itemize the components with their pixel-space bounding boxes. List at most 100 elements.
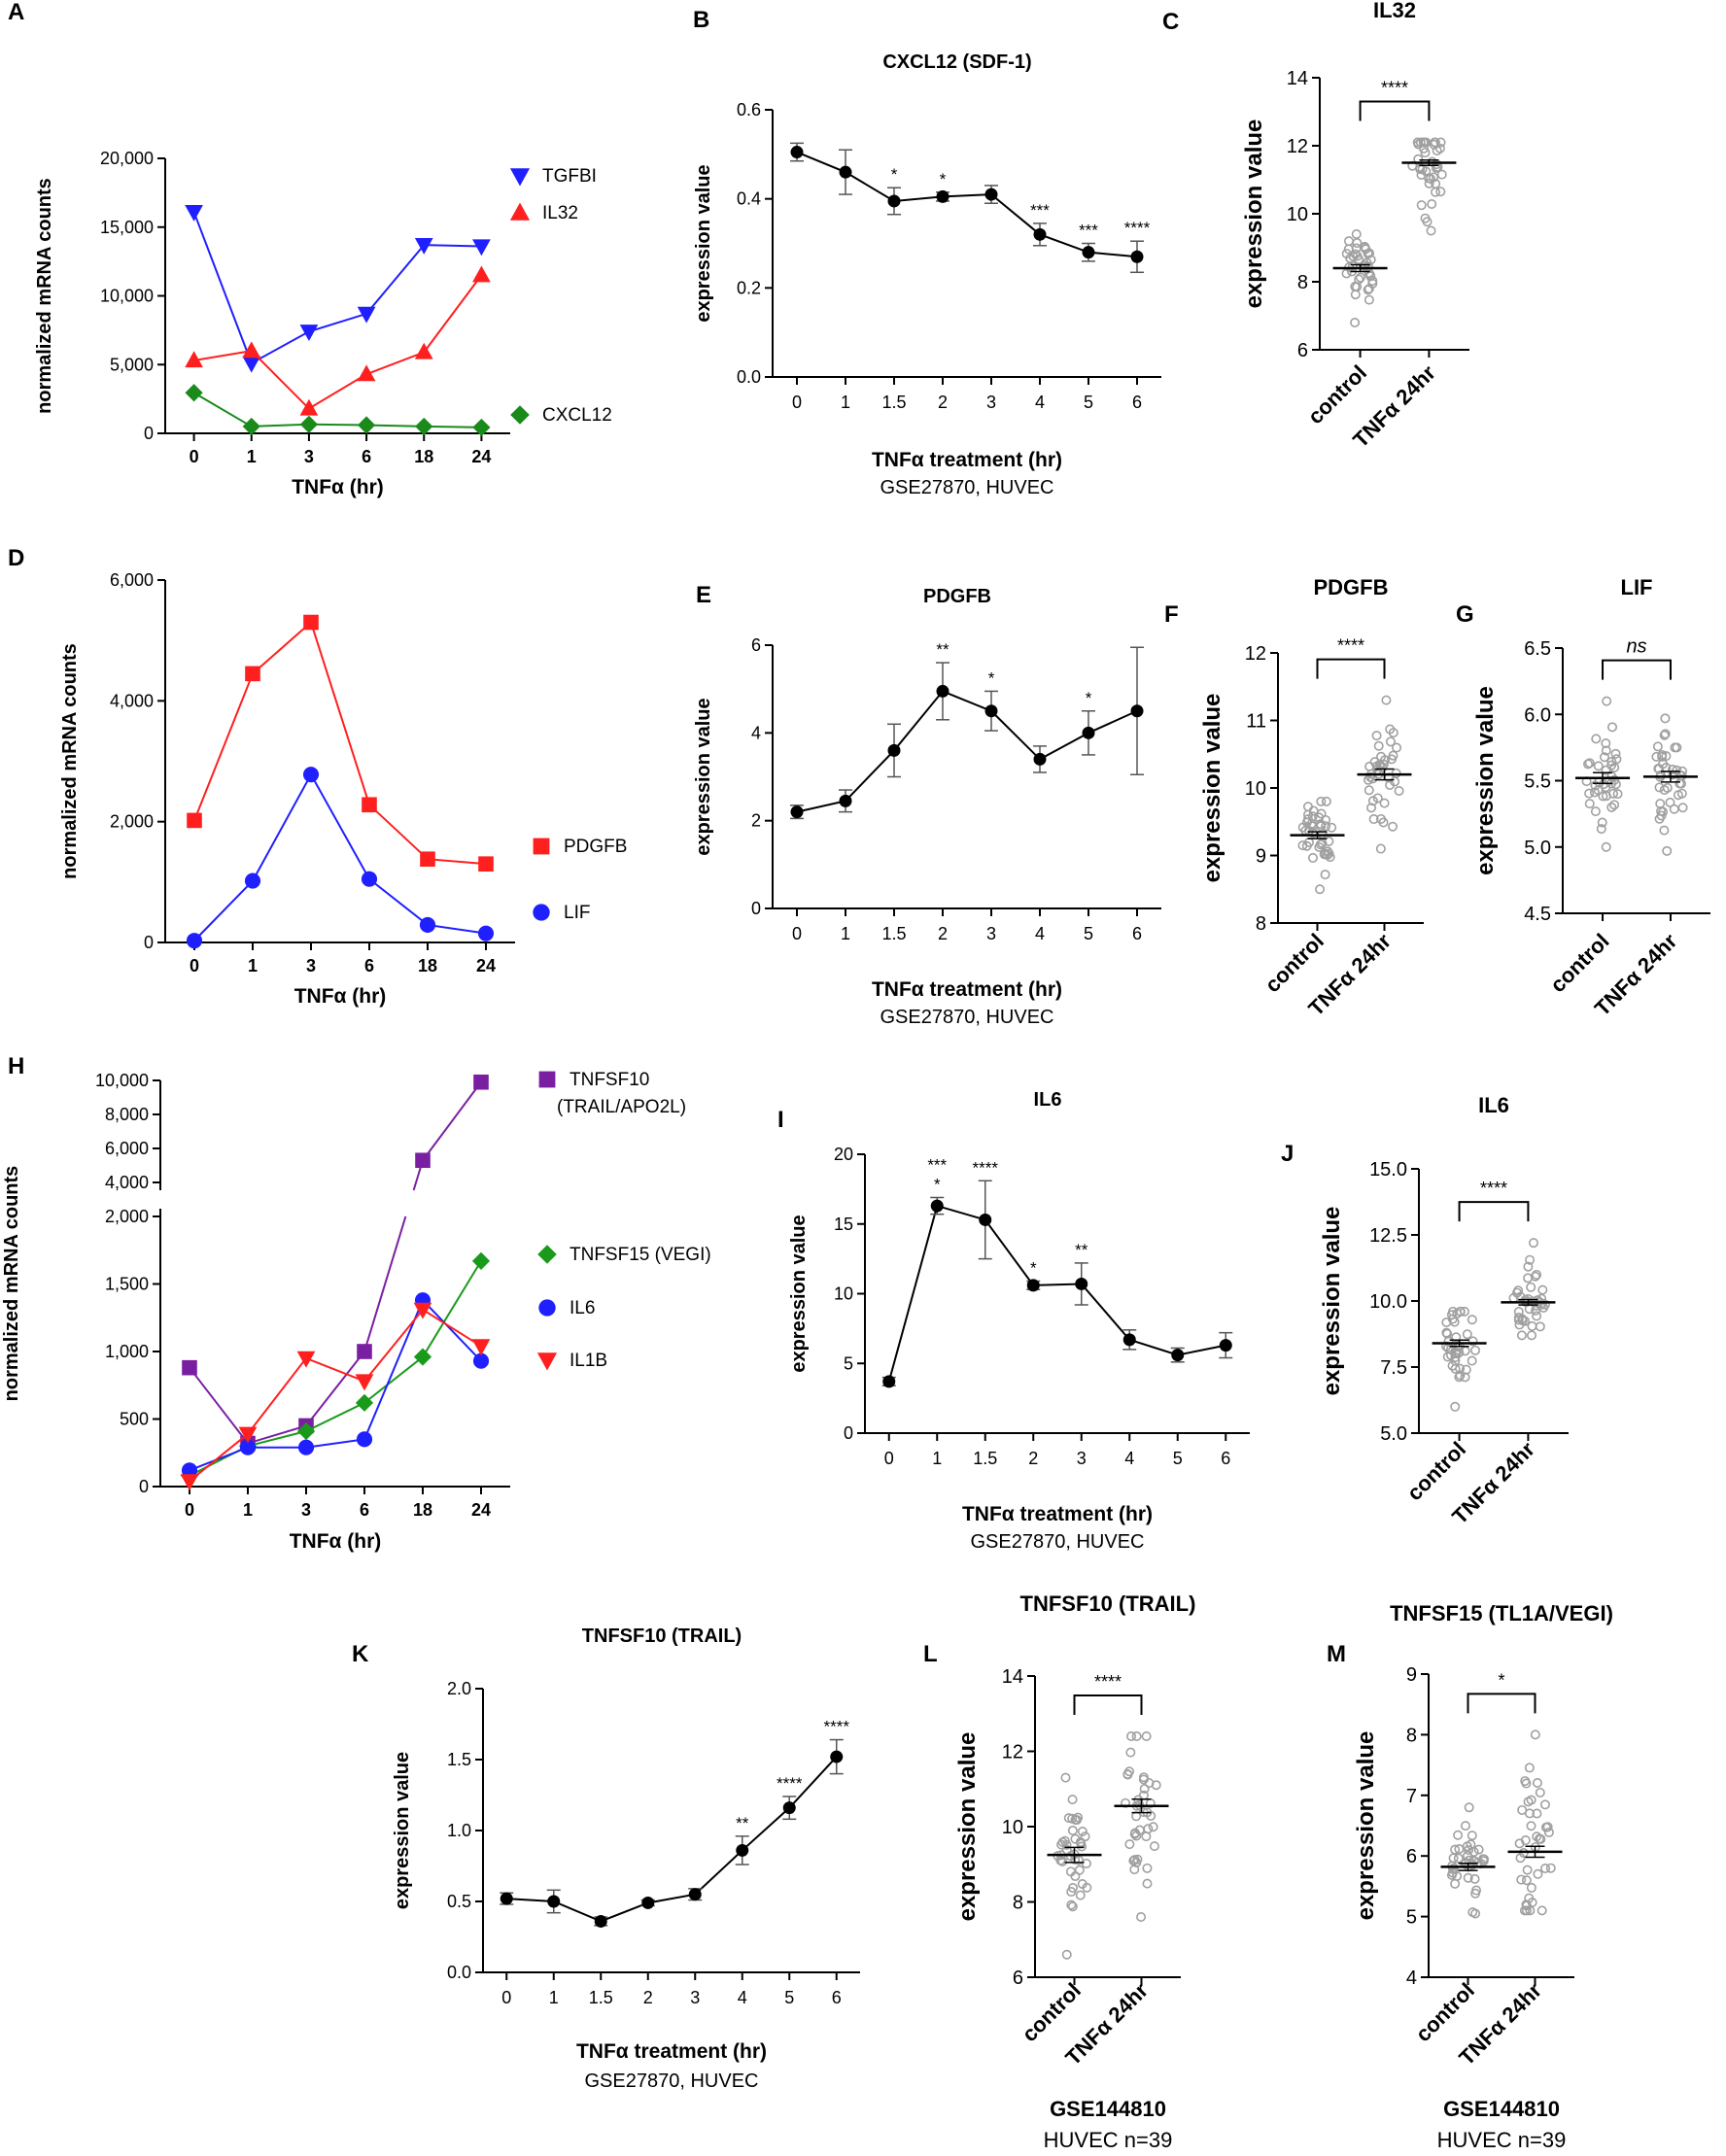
data-point [472, 1352, 490, 1369]
data-point [1327, 822, 1337, 833]
data-point [180, 1474, 199, 1491]
y-tick-label: 10 [1245, 778, 1266, 800]
data-point [1321, 821, 1331, 832]
data-point [1660, 729, 1671, 739]
data-point [1075, 1277, 1088, 1290]
x-tick-label: 6 [1132, 393, 1142, 412]
y-tick-label: 7 [1406, 1786, 1417, 1807]
data-point [1467, 1355, 1477, 1366]
series-line [422, 1081, 482, 1161]
data-point [1381, 695, 1392, 705]
data-point [1067, 1795, 1078, 1805]
significance-mark: ** [736, 1814, 749, 1832]
x-tick-label: 6 [1221, 1449, 1230, 1468]
legend-marker [536, 1352, 558, 1371]
data-point [1364, 294, 1374, 305]
significance-bracket [1467, 1693, 1536, 1714]
data-point [782, 1801, 796, 1815]
data-point [1391, 768, 1401, 778]
significance-mark: ** [936, 640, 949, 659]
data-point [1659, 785, 1670, 796]
y-tick-label: 1.5 [447, 1750, 471, 1769]
data-point [1363, 249, 1373, 259]
data-point [1124, 1839, 1135, 1850]
data-point [1307, 821, 1318, 832]
panel-d: D 0 2,000 4,000 6,000 0 1 3 6 18 24 PDGFB LIF normali… [8, 545, 627, 1008]
chart-title: TNFSF10 (TRAIL) [1020, 1591, 1196, 1616]
y-tick-label: 4 [1406, 1968, 1417, 1989]
data-point [1121, 1797, 1131, 1808]
data-point [1536, 1833, 1546, 1844]
data-point [1082, 246, 1095, 259]
data-point [420, 851, 435, 868]
data-point [1130, 250, 1144, 263]
y-tick-label: 4,000 [110, 691, 154, 710]
data-point [1435, 187, 1446, 197]
y-tick-label: 0 [844, 1423, 853, 1443]
data-point [1527, 1898, 1537, 1908]
series-line [506, 1756, 838, 1923]
legend-label-line2: (TRAIL/APO2L) [557, 1097, 686, 1117]
data-point [1516, 1330, 1527, 1341]
x-tick-label: 5 [1173, 1449, 1183, 1468]
data-point [1141, 1731, 1152, 1742]
data-point [1302, 802, 1313, 812]
data-point [1372, 793, 1383, 804]
data-point [1426, 174, 1436, 185]
significance-bracket [1458, 1201, 1530, 1222]
significance-mark: * [1498, 1670, 1504, 1690]
x-tick-label: control [1411, 1978, 1479, 2046]
series-line-pdgfb [193, 620, 487, 866]
data-point [1148, 1822, 1158, 1832]
data-point [361, 871, 378, 887]
data-point [1535, 1321, 1545, 1332]
data-point [1545, 1863, 1556, 1873]
significance-mark: *** [927, 1155, 947, 1174]
y-tick-label: 6.5 [1524, 638, 1551, 660]
data-point [1607, 722, 1618, 733]
chart-title: CXCL12 (SDF-1) [882, 51, 1031, 73]
series-line [363, 1215, 407, 1352]
data-point [1610, 779, 1621, 790]
data-point [1371, 761, 1382, 771]
significance-mark: **** [777, 1774, 803, 1793]
x-tick-label: 1 [243, 1500, 253, 1520]
chart-title: TNFSF10 (TRAIL) [582, 1626, 742, 1647]
data-point [1320, 870, 1330, 880]
data-point [1601, 745, 1611, 756]
data-point [415, 417, 433, 436]
data-point [547, 1895, 561, 1908]
y-tick-label: 15.0 [1369, 1159, 1407, 1181]
panel-label: G [1456, 601, 1474, 628]
y-tick-label: 0.6 [737, 100, 761, 120]
data-point [1543, 1827, 1554, 1837]
y-tick-label: 0.2 [737, 278, 761, 297]
data-point [1584, 788, 1595, 799]
data-point [1368, 814, 1379, 825]
series-line [189, 1308, 482, 1483]
x-tick-label: 24 [471, 1500, 491, 1520]
series-line [189, 1351, 365, 1445]
data-point [1542, 1822, 1553, 1832]
data-point [1598, 791, 1608, 802]
data-point [1126, 1731, 1137, 1742]
panel-label: I [777, 1107, 784, 1133]
data-point [1033, 227, 1047, 241]
significance-mark: **** [1480, 1179, 1507, 1198]
data-point [1533, 1868, 1543, 1879]
data-point [472, 265, 491, 283]
y-tick-label: 6.0 [1524, 704, 1551, 726]
data-point [1651, 751, 1662, 762]
y-axis-label: expression value [693, 164, 714, 322]
data-point [1524, 1762, 1535, 1773]
data-point [1070, 1833, 1081, 1844]
x-tick-label: control [1545, 929, 1613, 997]
data-point [1446, 1869, 1457, 1880]
data-point [242, 356, 261, 373]
y-tick-label: 20,000 [100, 149, 154, 168]
data-point [1526, 1821, 1536, 1831]
data-point [1523, 1273, 1534, 1283]
data-point [1657, 750, 1668, 761]
